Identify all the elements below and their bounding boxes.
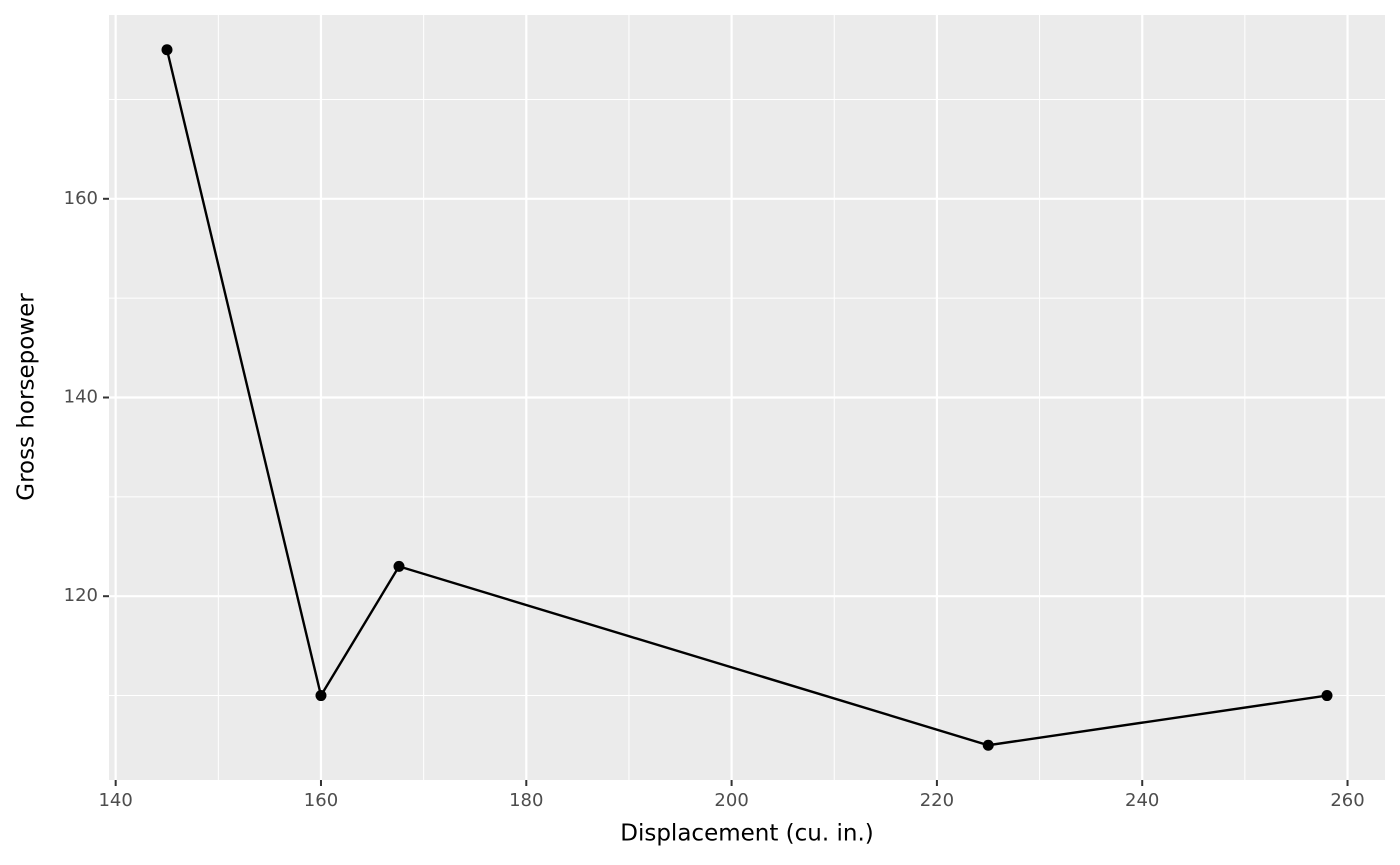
point xyxy=(1321,690,1333,702)
x-tick-label: 200 xyxy=(714,790,748,811)
x-tick-label: 160 xyxy=(304,790,338,811)
point xyxy=(982,739,994,751)
y-axis-title: Gross horsepower xyxy=(14,293,40,501)
x-tick-label: 260 xyxy=(1330,790,1364,811)
y-tick-label: 160 xyxy=(64,188,98,209)
x-tick-label: 140 xyxy=(98,790,132,811)
point xyxy=(161,44,173,56)
y-tick-label: 140 xyxy=(64,387,98,408)
x-axis-title: Displacement (cu. in.) xyxy=(620,821,874,847)
y-tick-label: 120 xyxy=(64,585,98,606)
point xyxy=(315,690,327,702)
x-tick-label: 240 xyxy=(1125,790,1159,811)
point xyxy=(393,560,405,572)
x-tick-label: 220 xyxy=(920,790,954,811)
x-tick-label: 180 xyxy=(509,790,543,811)
